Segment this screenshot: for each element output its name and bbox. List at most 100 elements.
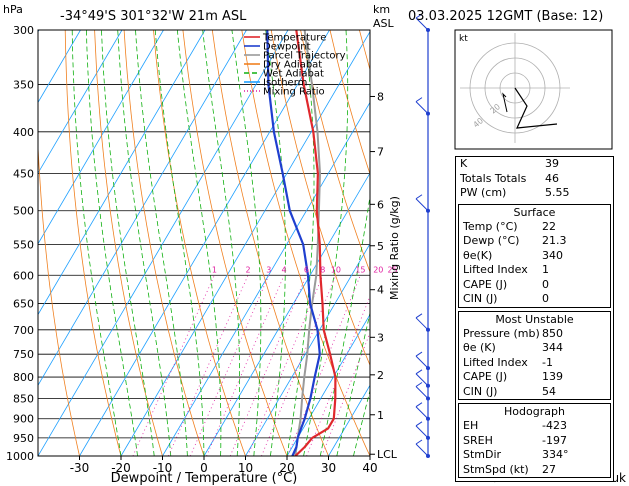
mu-row: θe (K) 344 <box>463 341 563 354</box>
wet-adiabat-line <box>117 30 172 456</box>
pressure-tick-label: 600 <box>13 269 34 282</box>
km-tick-label: 2 <box>377 369 384 382</box>
index-row-pw: PW (cm) 5.55 <box>460 186 570 199</box>
mixing-ratio-line <box>229 275 307 456</box>
temp-tick-label: -20 <box>111 461 131 475</box>
dry-adiabat-line <box>153 30 246 456</box>
dewpoint-line <box>266 30 321 456</box>
wet-adiabat-line <box>71 30 122 456</box>
mixing-ratio-label: 3 <box>266 265 271 274</box>
pressure-tick-label: 700 <box>13 324 34 337</box>
pressure-tick-label: 900 <box>13 413 34 426</box>
index-row-totals: Totals Totals 46 <box>460 171 559 185</box>
parcel-trajectory-line <box>294 30 321 456</box>
mu-row: CAPE (J) 139 <box>463 370 563 383</box>
isotherm-line <box>38 30 123 174</box>
most-unstable-section: Most Unstable Pressure (mb) 850 θe (K) 344… <box>458 310 611 400</box>
wind-barb-shaft <box>415 101 429 114</box>
km-tick-label: LCL <box>377 448 398 461</box>
mixing-ratio-label: 4 <box>282 265 287 274</box>
location-title: -34°49'S 301°32'W 21m ASL <box>60 9 247 24</box>
wind-barb-shaft <box>415 425 429 439</box>
pressure-tick-label: 400 <box>13 126 34 139</box>
legend-label: Mixing Ratio <box>263 87 325 98</box>
wind-barb-shaft <box>415 373 429 387</box>
isotherm-line <box>79 30 330 456</box>
pressure-tick-label: 750 <box>13 348 34 361</box>
pressure-tick-label: 500 <box>13 205 34 218</box>
axes: 1 2 3 4 6 8 10 15 20 2530035040045050055060065070… <box>6 24 398 475</box>
legend-label: Dry Adiabat <box>263 60 322 71</box>
mixing-ratio-line <box>306 295 370 456</box>
legend-label: Temperature <box>262 33 326 44</box>
km-tick-label: 1 <box>377 409 384 422</box>
legend-label: Parcel Trajectory <box>263 51 346 62</box>
mixing-ratio-label: 2 <box>245 265 250 274</box>
isotherm-line <box>38 30 289 456</box>
mixing-ratio-label: 20 <box>373 265 383 274</box>
km-label: km <box>373 3 390 16</box>
wet-adiabat-line <box>265 30 286 456</box>
hodograph-frame <box>454 29 613 150</box>
dry-adiabat-line <box>241 30 370 456</box>
dry-adiabat-line <box>329 30 370 176</box>
isotherm-line <box>162 101 370 456</box>
wet-adiabat-line <box>231 30 262 456</box>
km-tick-label: 3 <box>377 331 384 344</box>
wet-adiabat-line <box>202 30 241 456</box>
pressure-tick-label: 450 <box>13 167 34 180</box>
wind-barb-feather <box>415 439 423 445</box>
mu-row: CIN (J) 54 <box>463 384 556 398</box>
isotherm-line <box>245 243 370 456</box>
dry-adiabat-line <box>38 136 80 456</box>
wind-barb-feather <box>415 13 423 19</box>
dry-adiabat-line <box>182 30 288 456</box>
mixing-ratio-axis-label: Mixing Ratio (g/kg) <box>388 196 401 300</box>
storm-motion-arrow <box>502 92 508 113</box>
wind-barb-feather <box>415 402 423 408</box>
temp-tick-label: -10 <box>153 461 173 475</box>
surface-title: Surface <box>513 205 556 219</box>
isotherm-line <box>38 30 81 104</box>
temp-tick-label: 40 <box>362 461 377 475</box>
wind-barb-shaft <box>415 17 429 31</box>
wind-barbs <box>415 13 430 458</box>
hodo-row: StmSpd (kt) 27 <box>463 462 556 476</box>
km-tick-label: 4 <box>377 284 384 297</box>
wind-barb-shaft <box>415 386 429 399</box>
wet-adiabat-line <box>286 30 315 456</box>
mixing-ratio-label: 25 <box>387 265 397 274</box>
index-row-k: K 39 <box>460 157 559 170</box>
surface-row: Dewp (°C) 21.3 <box>463 234 567 247</box>
mixing-ratio-line <box>190 275 270 456</box>
legend-label: Isotherm <box>263 78 307 89</box>
asl-label: ASL <box>373 17 395 30</box>
wet-adiabat-line <box>319 194 370 456</box>
mixing-ratio-line <box>247 275 324 456</box>
surface-row: Lifted Index 1 <box>463 263 549 276</box>
isotherm-line <box>38 30 247 387</box>
wind-barb-feather <box>415 97 423 103</box>
wind-barb-feather <box>415 194 423 200</box>
wind-barb-shaft <box>415 406 429 420</box>
temp-tick-label: 0 <box>200 461 208 475</box>
surface-section: Surface Temp (°C) 22 Dewp (°C) 21.3 θe(K) 3… <box>458 203 611 308</box>
km-tick-label: 6 <box>377 198 384 211</box>
dry-adiabat-line <box>64 30 122 456</box>
wet-adiabat-line <box>353 389 370 456</box>
pressure-tick-label: 550 <box>13 238 34 251</box>
hodograph-title: Hodograph <box>504 405 565 418</box>
wind-barb-shaft <box>415 443 429 457</box>
wind-barb-feather <box>415 351 423 357</box>
surface-row: CIN (J) 0 <box>463 292 549 305</box>
mixing-ratio-label: 1 <box>212 265 217 274</box>
km-tick-label: 7 <box>377 146 384 159</box>
wind-barb-feather <box>415 313 423 319</box>
wet-adiabat-line <box>86 30 138 456</box>
pressure-tick-label: 850 <box>13 392 34 405</box>
isotherm-line <box>120 30 370 456</box>
mu-row: Pressure (mb) 850 <box>463 326 563 340</box>
wind-barb-shaft <box>415 355 429 369</box>
